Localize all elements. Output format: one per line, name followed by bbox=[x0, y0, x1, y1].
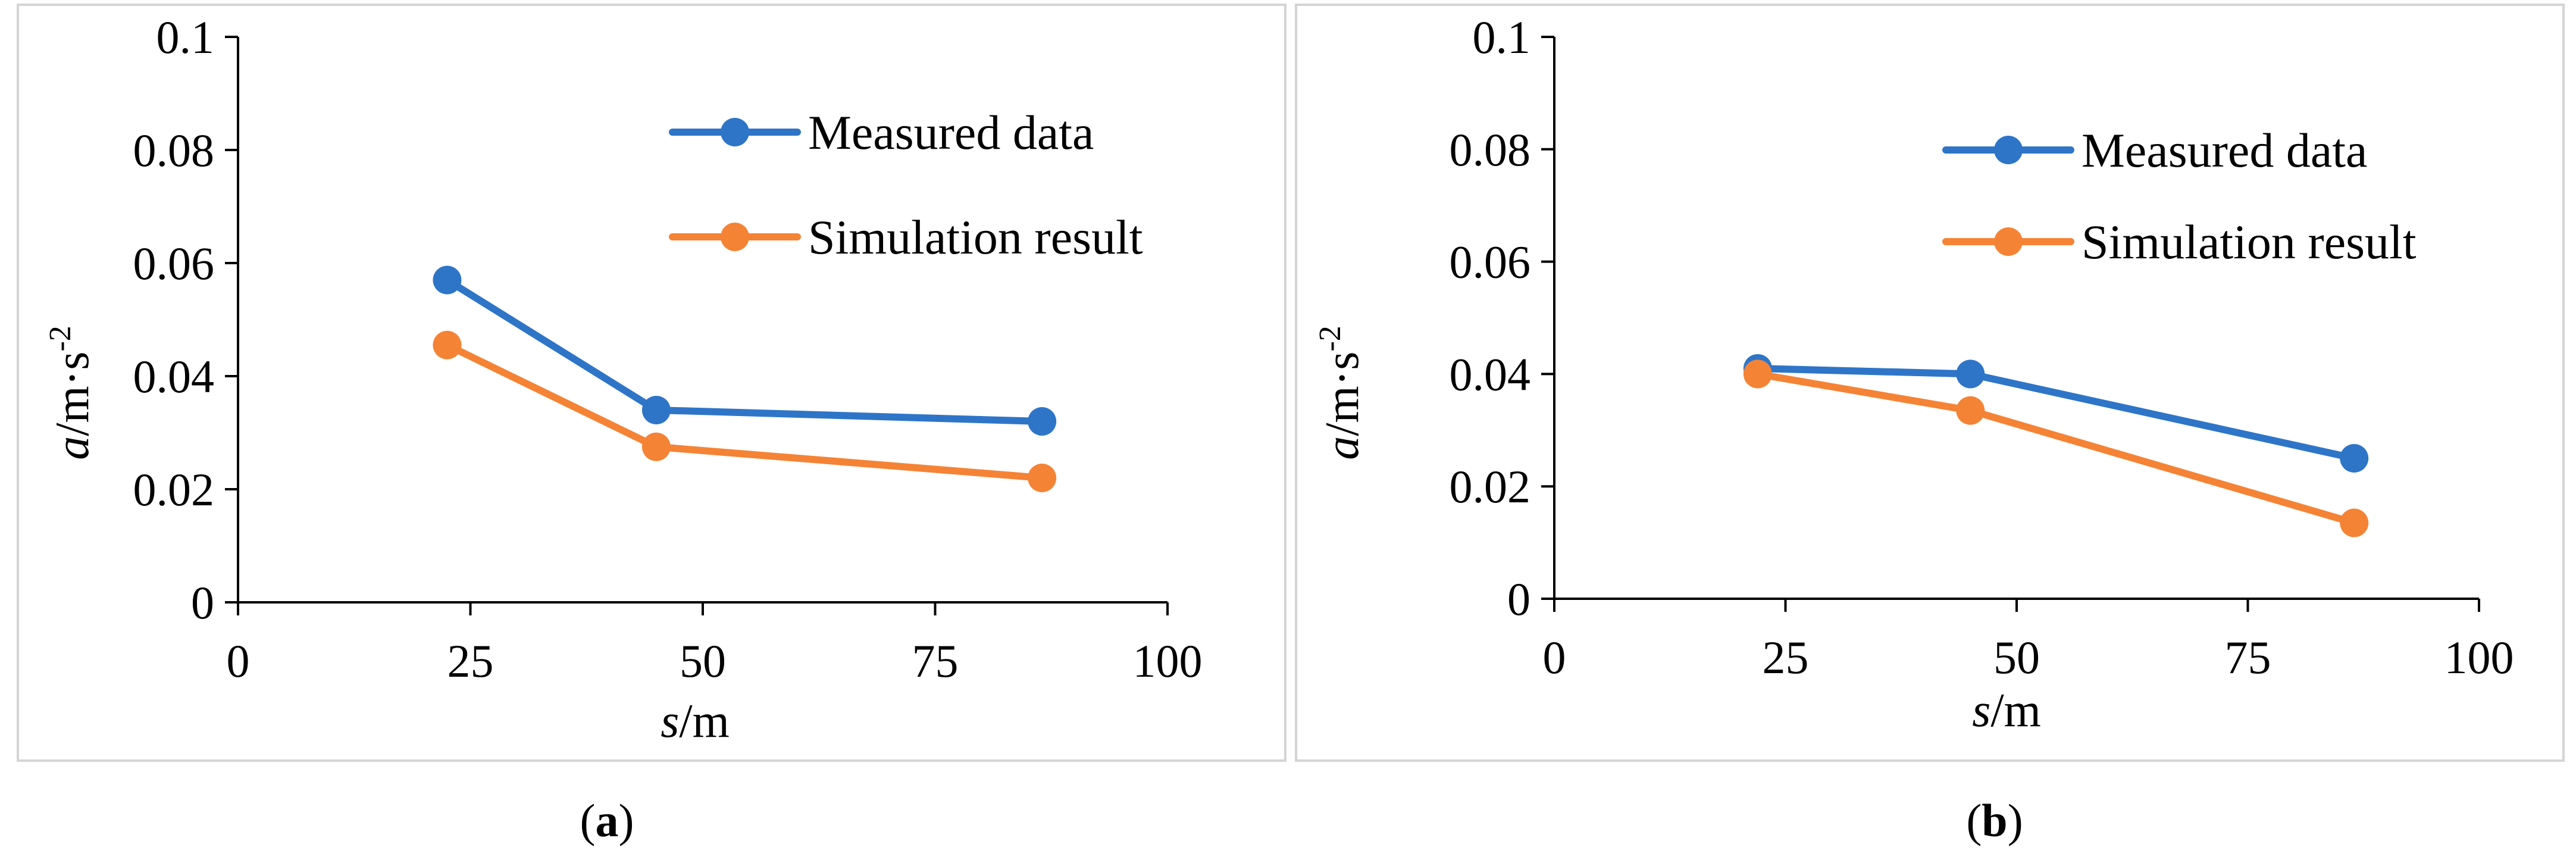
panel-b-frame bbox=[1295, 4, 2565, 762]
panel-a-x-tick-label: 50 bbox=[680, 635, 726, 687]
panel-b-xlabel: s/m bbox=[1972, 684, 2041, 737]
panel-b-caption-open: ( bbox=[1966, 795, 1982, 846]
panel-b-y-tick-label: 0.04 bbox=[1450, 348, 1531, 400]
panel-b-caption: (b) bbox=[1966, 795, 2023, 846]
panel-a-ylabel: a/m·s-2 bbox=[43, 326, 99, 460]
panel-b-xlabel-unit: /m bbox=[1990, 684, 2040, 737]
panel-a-legend-simulation-marker bbox=[721, 223, 749, 251]
panel-a-y-tick-label: 0.1 bbox=[156, 11, 215, 63]
panel-a-xlabel: s/m bbox=[661, 695, 730, 748]
panel-b-x-tick-label: 0 bbox=[1543, 631, 1566, 683]
panel-a-ylabel-var: a bbox=[46, 436, 99, 460]
panel-a-simulation-point bbox=[433, 330, 462, 359]
panel-a-x-tick-label: 100 bbox=[1133, 635, 1203, 687]
panel-a-y-tick-label: 0.02 bbox=[133, 464, 215, 515]
panel-a-caption-open: ( bbox=[580, 795, 596, 846]
panel-b-measured-line bbox=[1754, 364, 2358, 462]
panel-a-y-tick-label: 0.08 bbox=[133, 124, 215, 176]
panel-a-caption-letter: a bbox=[596, 795, 619, 846]
panel-a-x-tick-label: 0 bbox=[227, 635, 250, 687]
panel-b-y-tick-label: 0.02 bbox=[1450, 461, 1531, 512]
panel-b-caption-letter: b bbox=[1982, 795, 2007, 846]
panel-a-caption-close: ) bbox=[619, 795, 634, 846]
panel-a-measured-point bbox=[641, 396, 671, 424]
panel-a-caption: (a) bbox=[580, 795, 634, 846]
panel-a-legend-simulation-label: Simulation result bbox=[808, 210, 1143, 264]
panel-a-measured-point bbox=[1028, 407, 1057, 436]
panel-b-x-tick-label: 25 bbox=[1763, 631, 1809, 683]
panel-b-ylabel-unit: /m·s bbox=[1316, 352, 1369, 436]
panel-b-caption-close: ) bbox=[2008, 795, 2023, 846]
panel-a-x-tick-label: 75 bbox=[912, 635, 959, 687]
panel-b-legend-measured-label: Measured data bbox=[2082, 123, 2367, 177]
panel-a-measured-point bbox=[433, 265, 462, 295]
panel-b-ylabel-var: a bbox=[1316, 436, 1369, 460]
panel-b-y-tick-label: 0.1 bbox=[1473, 11, 1531, 63]
panel-b-y-tick-label: 0 bbox=[1507, 573, 1530, 625]
panel-b-y-tick-label: 0.08 bbox=[1450, 124, 1531, 176]
panel-b-x-tick-label: 50 bbox=[1993, 631, 2040, 683]
panel-a-ylabel-unit: /m·s bbox=[46, 352, 99, 436]
panel-a-y-tick-label: 0.04 bbox=[133, 351, 215, 402]
panel-b-x-tick-label: 100 bbox=[2444, 631, 2514, 683]
panel-b-y-tick-label: 0.06 bbox=[1450, 236, 1531, 288]
panel-a-y-tick-label: 0 bbox=[191, 577, 214, 629]
panel-a-x-tick-label: 25 bbox=[447, 635, 494, 687]
panel-a-xlabel-unit: /m bbox=[679, 695, 729, 748]
panel-b-legend-measured-marker bbox=[1994, 136, 2023, 164]
panel-b-x-tick-label: 75 bbox=[2225, 631, 2271, 683]
panel-b-measured-point bbox=[1956, 359, 1985, 389]
panel-b-xlabel-var: s bbox=[1972, 684, 1990, 737]
panel-a-legend-measured-marker bbox=[721, 118, 749, 146]
panel-a-y-tick-label: 0.06 bbox=[133, 237, 215, 289]
panel-a-ylabel-exp: -2 bbox=[43, 326, 77, 351]
panel-b-ylabel-exp: -2 bbox=[1313, 326, 1347, 351]
panel-b-legend-simulation-label: Simulation result bbox=[2082, 215, 2417, 269]
panel-a-frame bbox=[17, 4, 1287, 762]
panel-b-measured-point bbox=[2340, 444, 2369, 473]
panel-a-simulation-point bbox=[641, 432, 671, 461]
panel-b-ylabel: a/m·s-2 bbox=[1313, 326, 1369, 460]
panel-b-legend-simulation-marker bbox=[1994, 227, 2023, 256]
panel-a-simulation-point bbox=[1028, 464, 1057, 492]
plot-layer: 0 0.02 0.04 0.06 0.08 0.1 0 25 50 75 100 Measured d… bbox=[133, 11, 2514, 687]
panel-a-xlabel-var: s bbox=[661, 695, 679, 748]
panel-b-simulation-point bbox=[1743, 359, 1772, 389]
panel-b-simulation-point bbox=[1956, 396, 1985, 425]
panel-b-simulation-point bbox=[2340, 508, 2369, 537]
panel-a-legend-measured-label: Measured data bbox=[808, 105, 1094, 160]
panel-a-measured-line bbox=[443, 276, 1046, 425]
